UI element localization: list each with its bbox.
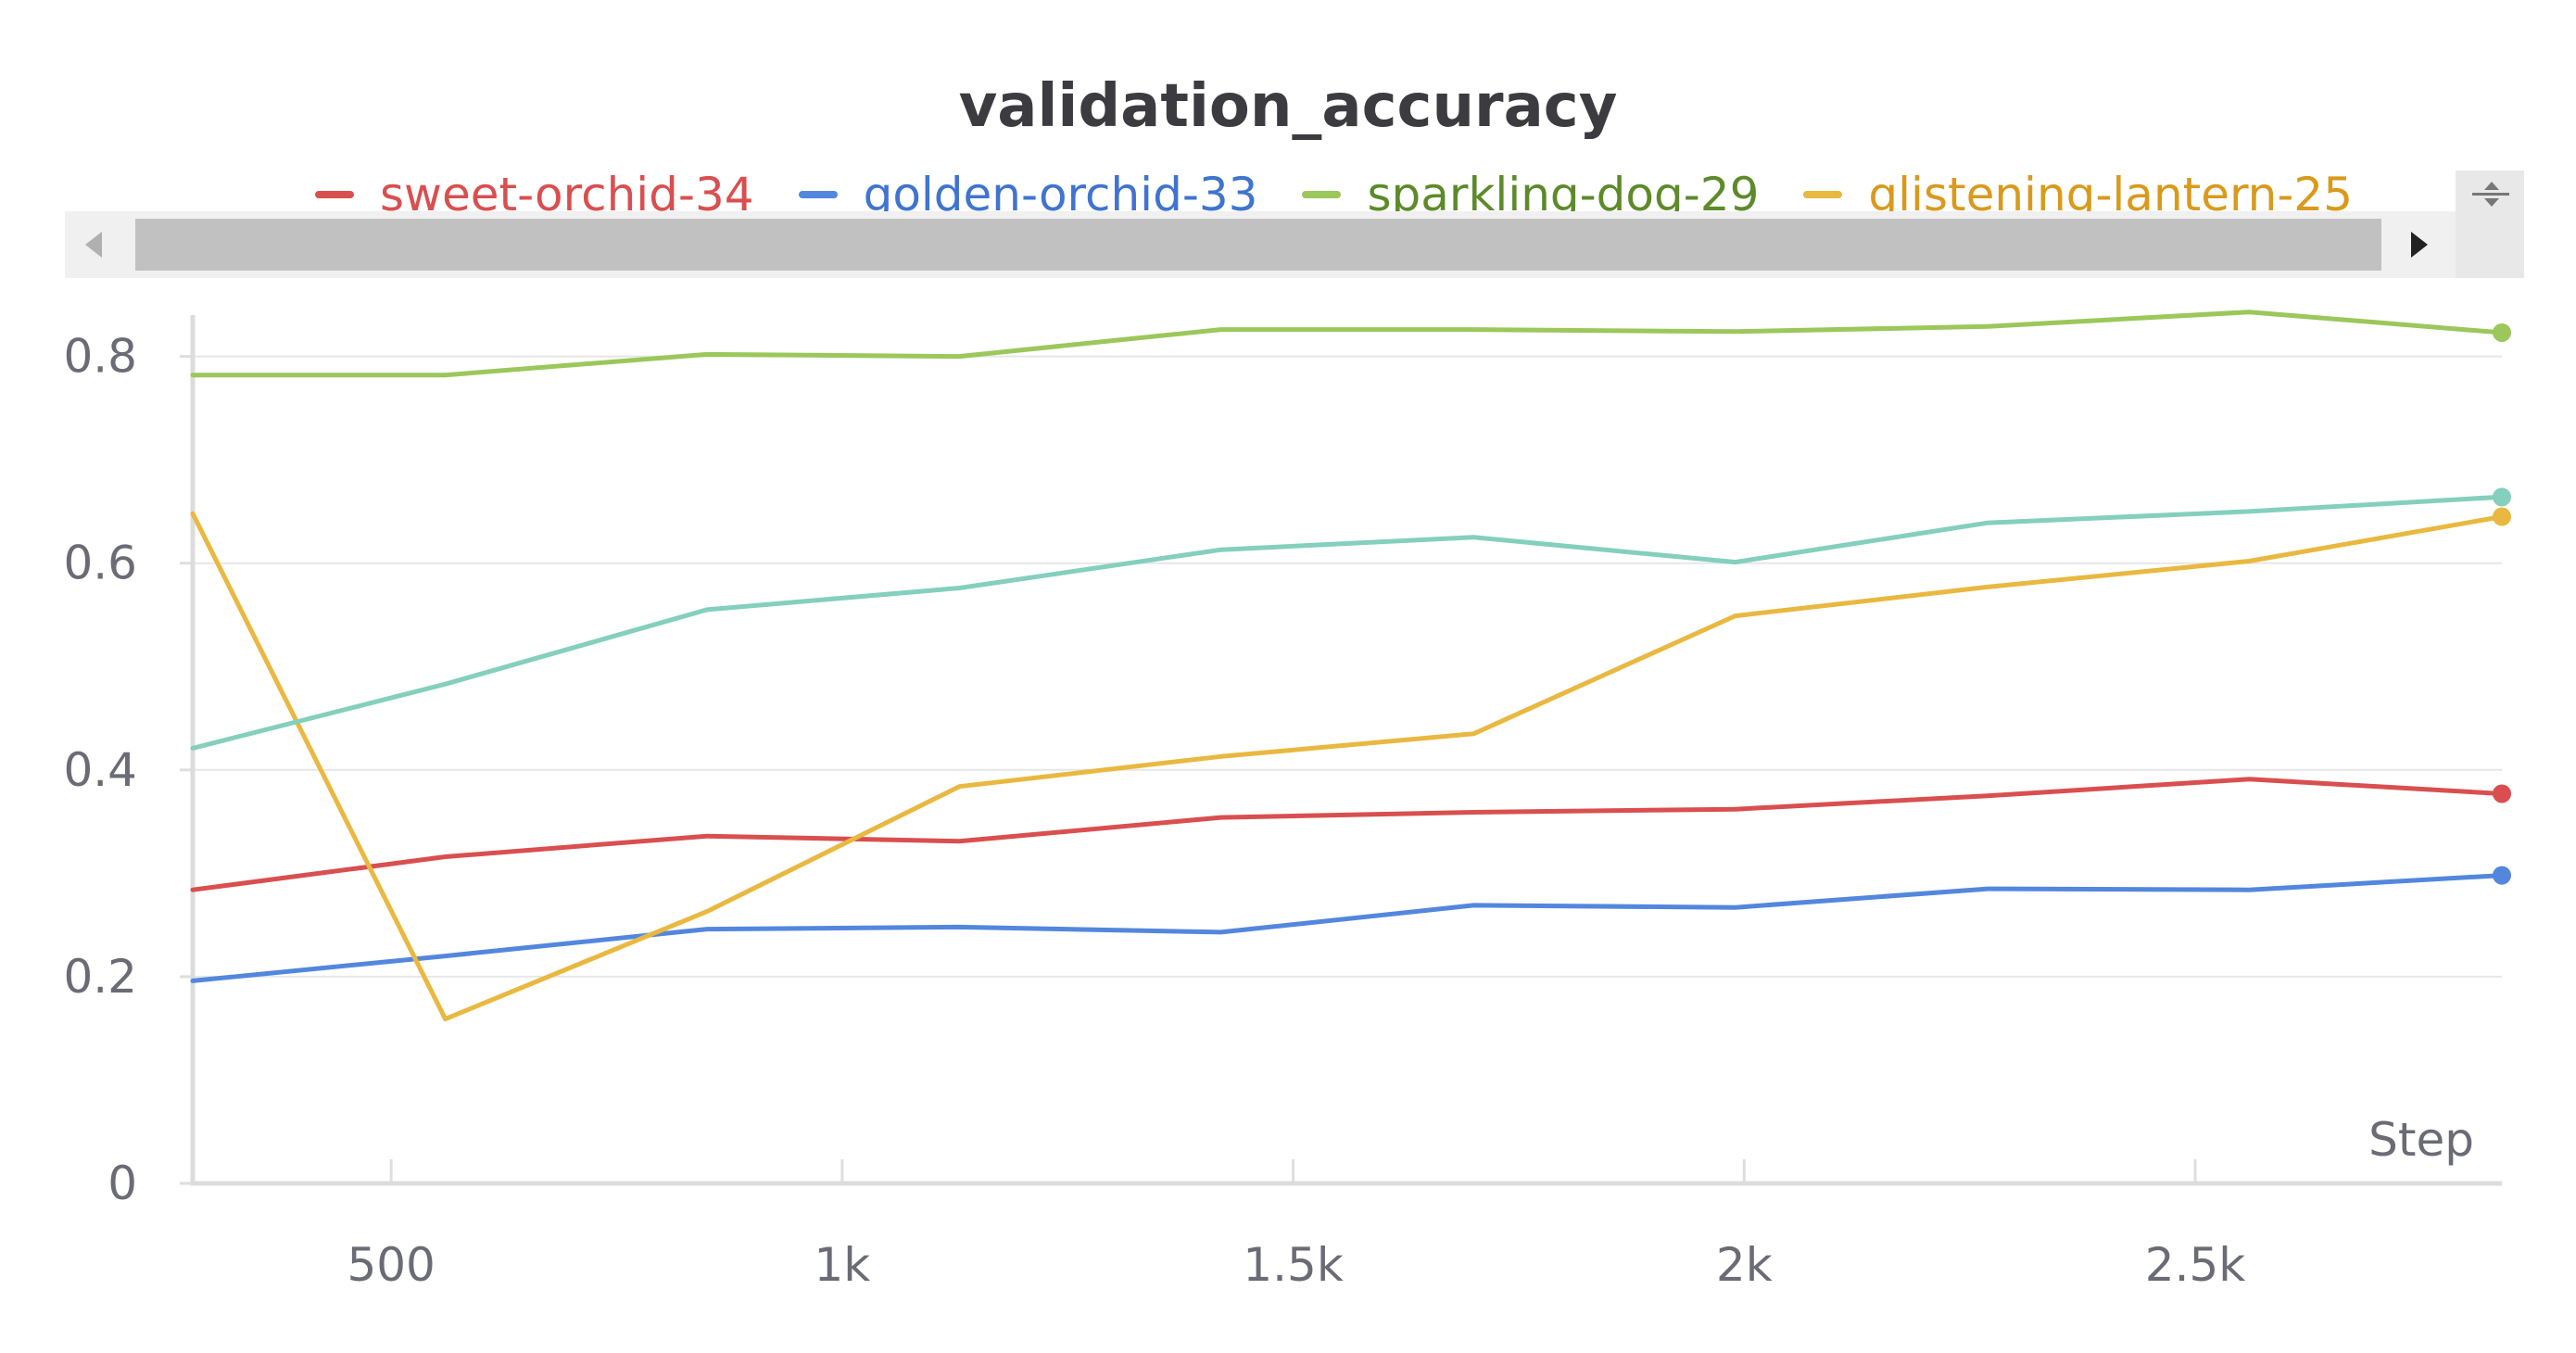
- series-endpoint-sparkling-dog-29: [2493, 322, 2511, 342]
- y-tick-label: 0.2: [63, 950, 137, 1004]
- series-line-unnamed: [190, 494, 2505, 751]
- x-axis-label: Step: [2368, 1113, 2474, 1167]
- x-tick-label: 500: [347, 1238, 435, 1292]
- scroll-left-arrow-icon[interactable]: [85, 232, 102, 258]
- legend-vertical-scroll-control[interactable]: [2456, 171, 2524, 278]
- x-tick-label: 2.5k: [2145, 1238, 2246, 1292]
- series-endpoint-unnamed: [2493, 487, 2511, 507]
- scroll-right-arrow-icon[interactable]: [2411, 232, 2428, 258]
- series-line-sparkling-dog-29: [190, 310, 2505, 378]
- legend-swatch: [315, 190, 354, 198]
- legend-horizontal-scrollbar[interactable]: [65, 211, 2456, 278]
- legend-swatch: [1803, 190, 1843, 198]
- legend-item: golden-orchid-33: [798, 167, 1258, 213]
- legend-label: glistening-lantern-25: [1868, 168, 2354, 213]
- legend-label: sweet-orchid-34: [380, 168, 754, 213]
- legend-item: sweet-orchid-34: [315, 167, 754, 213]
- scrollbar-thumb[interactable]: [135, 219, 2381, 271]
- x-tick-label: 1.5k: [1243, 1238, 1344, 1292]
- legend-item: sparkling-dog-29: [1302, 167, 1759, 213]
- series-endpoint-golden-orchid-33: [2493, 866, 2511, 885]
- y-tick-label: 0: [107, 1157, 137, 1210]
- legend-label: sparkling-dog-29: [1367, 168, 1760, 213]
- x-tick-label: 2k: [1716, 1238, 1773, 1292]
- y-tick-label: 0.8: [63, 330, 137, 384]
- legend-item: glistening-lantern-25: [1803, 167, 2353, 213]
- series-endpoint-glistening-lantern-25: [2493, 507, 2511, 526]
- series-line-sweet-orchid-34: [190, 777, 2505, 892]
- chart-title: validation_accuracy: [958, 72, 1618, 141]
- legend-swatch: [798, 190, 838, 198]
- legend-label: golden-orchid-33: [863, 168, 1258, 213]
- series-line-golden-orchid-33: [190, 873, 2505, 983]
- series-line-glistening-lantern-25: [190, 511, 2505, 1022]
- series-endpoint-sweet-orchid-34: [2493, 784, 2511, 803]
- x-tick-label: 1k: [814, 1238, 870, 1292]
- scroll-divider-icon: [2472, 193, 2509, 196]
- scroll-down-arrow-icon[interactable]: [2484, 198, 2499, 207]
- y-tick-label: 0.6: [63, 537, 137, 590]
- legend-swatch: [1302, 190, 1342, 198]
- scroll-up-arrow-icon[interactable]: [2484, 182, 2499, 190]
- y-tick-label: 0.4: [63, 743, 137, 797]
- legend: sweet-orchid-34 golden-orchid-33 sparkling…: [315, 167, 2446, 213]
